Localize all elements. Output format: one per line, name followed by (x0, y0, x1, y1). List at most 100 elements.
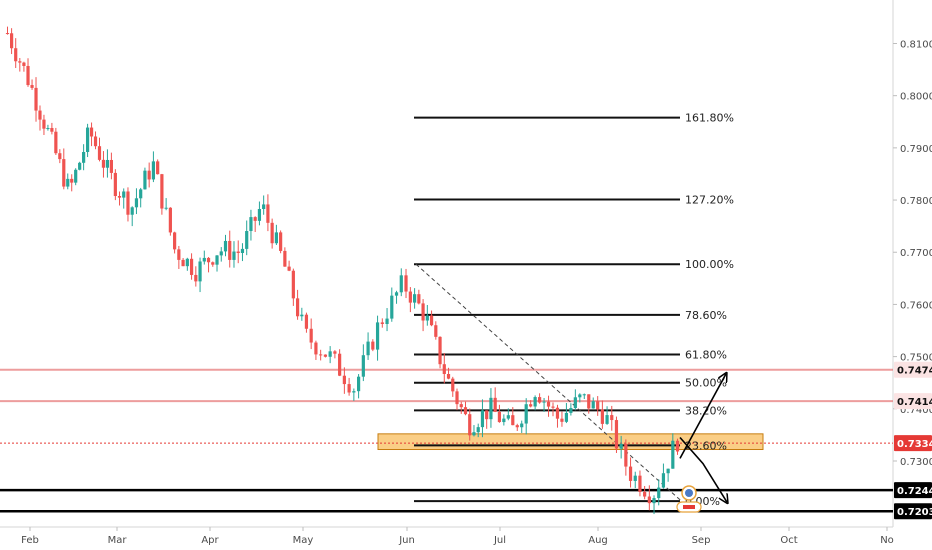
candle-body (661, 473, 666, 488)
candle-body (468, 414, 472, 436)
candle-body (181, 259, 185, 267)
candle-body (371, 341, 375, 350)
candle-body (408, 291, 412, 303)
time-axis[interactable]: Feb Mar Apr May Jun Jul Aug Sep Oct No (21, 527, 894, 546)
candle-body (139, 189, 143, 199)
candle-body (279, 232, 283, 251)
candle-body (485, 410, 489, 420)
candle-body (156, 161, 160, 175)
candle-body (429, 315, 434, 326)
candle-body (582, 394, 586, 396)
candle-body (564, 412, 569, 422)
candle-body (74, 169, 78, 183)
fib-level-label: 78.60% (685, 309, 727, 322)
price-tag-box (894, 435, 932, 452)
candle-body (413, 294, 417, 303)
candle-body (54, 131, 58, 154)
candle-body (515, 425, 519, 428)
candle-body (342, 375, 346, 385)
candle-body (223, 240, 228, 252)
candle-body (78, 162, 82, 170)
candle-body (253, 217, 257, 221)
candle-body (459, 404, 463, 408)
x-tick-label: Jun (398, 535, 415, 546)
candle-body (245, 231, 249, 249)
candle-body (380, 322, 384, 324)
candle-body (168, 207, 172, 233)
candle-body (596, 401, 600, 410)
candle-body (134, 198, 139, 208)
candle-body (455, 391, 459, 405)
candle-body (497, 411, 502, 423)
candle-body (189, 258, 194, 275)
candle-body (30, 85, 34, 88)
candle-body (438, 336, 442, 365)
price-tag-label: 0.74148 (897, 397, 932, 408)
candle-body (600, 409, 604, 424)
candle-body (628, 466, 633, 481)
candle-body (177, 249, 181, 260)
candle-body (270, 222, 274, 244)
candle-body (643, 491, 647, 497)
candle-body (194, 274, 198, 282)
candle-body (82, 152, 86, 163)
candle-body (147, 170, 151, 180)
candle-body (506, 415, 510, 419)
price-tag-box (894, 503, 932, 520)
candle-body (105, 159, 110, 168)
candle-body (394, 292, 399, 296)
price-tag-label: 0.74749 (897, 366, 932, 377)
candle-body (93, 136, 98, 147)
candle-body (300, 314, 304, 317)
candle-body (232, 251, 236, 260)
candle-body (122, 191, 126, 198)
candle-body (417, 294, 421, 304)
candle-body (283, 250, 287, 267)
y-tick-label: 0.73000 (900, 457, 932, 468)
candle-body (38, 110, 42, 120)
candle-body (442, 364, 446, 374)
candle-body (249, 217, 253, 232)
candle-body (361, 355, 365, 377)
candle-body (524, 404, 528, 424)
candle-body (366, 341, 370, 356)
candle-body (638, 475, 642, 492)
candle-body (578, 394, 582, 398)
candle-body (46, 128, 50, 130)
candle-body (347, 384, 351, 393)
fib-level-label: 100.00% (685, 258, 734, 271)
candle-body (101, 159, 106, 168)
candle-body (666, 468, 670, 474)
candle-body (591, 401, 595, 409)
candle-body (551, 406, 555, 408)
x-tick-label: No (880, 535, 894, 546)
candle-body (151, 161, 156, 180)
event-badge-flag-stripe (683, 505, 695, 509)
candle-body (404, 275, 408, 292)
candle-body (10, 33, 14, 49)
event-badge[interactable] (676, 485, 702, 513)
candle-body (560, 418, 564, 422)
candle-body (587, 394, 591, 409)
candle-body (476, 427, 480, 433)
candle-body (619, 443, 623, 449)
price-tag-box (894, 393, 932, 410)
candle-body (173, 232, 177, 250)
dashed-trendline (415, 263, 689, 508)
candle-body (472, 432, 476, 436)
candle-body (109, 159, 113, 173)
candle-body (463, 407, 468, 415)
candle-body (262, 204, 266, 209)
price-tag-label: 0.73343 (897, 439, 932, 450)
candle-body (117, 196, 122, 198)
candle-body (228, 240, 232, 260)
candle-body (652, 498, 656, 504)
x-tick-label: Sep (692, 535, 711, 546)
candle-body (647, 496, 651, 504)
candle-body (215, 255, 219, 265)
candle-body (529, 404, 533, 407)
